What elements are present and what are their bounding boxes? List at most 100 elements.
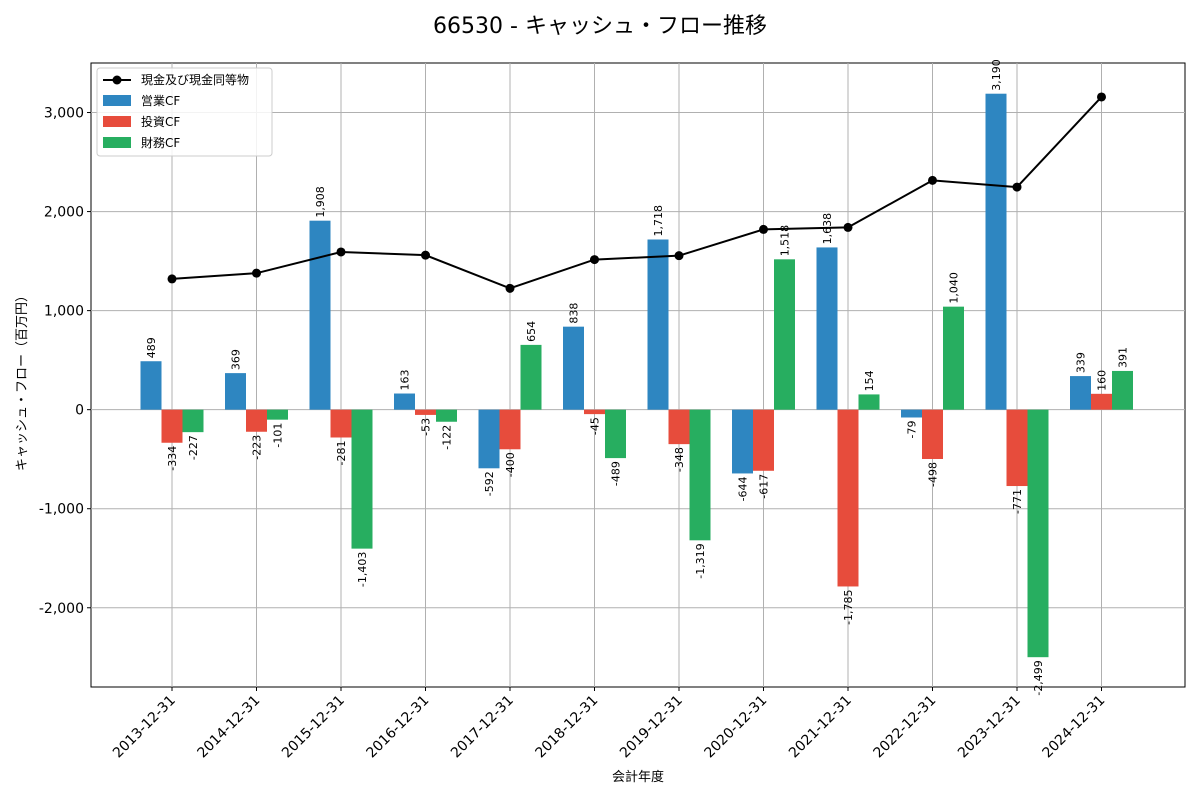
x-tick-label: 2014-12-31 xyxy=(194,693,263,762)
x-tick-label: 2023-12-31 xyxy=(955,693,1024,762)
bar-investing xyxy=(922,409,943,459)
bar-value-label: -489 xyxy=(610,461,623,486)
x-tick-label: 2015-12-31 xyxy=(279,693,348,762)
x-tick-label: 2017-12-31 xyxy=(448,693,517,762)
x-tick-label: 2020-12-31 xyxy=(701,693,770,762)
bar-value-label: -1,403 xyxy=(356,552,369,587)
x-tick-label: 2024-12-31 xyxy=(1039,693,1108,762)
bar-financing xyxy=(858,394,880,410)
cash-line-point xyxy=(336,247,346,257)
bar-value-label: 1,718 xyxy=(652,205,665,237)
bar-value-label: -45 xyxy=(589,417,602,435)
y-tick-label: 1,000 xyxy=(44,304,84,320)
bars xyxy=(140,93,1133,658)
bar-financing xyxy=(520,344,542,410)
bar-value-label: 1,040 xyxy=(948,272,961,304)
bar-value-label: -617 xyxy=(758,474,771,499)
bar-value-label: 838 xyxy=(568,303,581,324)
legend-label: 財務CF xyxy=(141,135,180,150)
bar-value-label: -592 xyxy=(483,471,496,496)
bar-financing xyxy=(267,409,288,420)
bar-value-label: 154 xyxy=(863,370,876,391)
bar-value-label: 1,518 xyxy=(779,225,792,257)
bar-investing xyxy=(499,409,521,450)
bar-investing xyxy=(161,409,183,443)
x-tick-label: 2018-12-31 xyxy=(532,693,601,762)
bar-value-label: -2,499 xyxy=(1032,660,1045,695)
cash-line-point xyxy=(843,222,853,232)
bar-operating xyxy=(1070,376,1091,410)
bar-operating xyxy=(985,93,1007,410)
legend-line-marker xyxy=(112,75,122,85)
bar-financing xyxy=(774,259,795,410)
bar-value-label: 369 xyxy=(230,349,243,370)
cash-line-point xyxy=(759,224,768,234)
bar-operating xyxy=(816,247,838,410)
bar-value-label: -1,319 xyxy=(694,543,707,578)
legend-label: 現金及び現金同等物 xyxy=(141,72,249,87)
legend-box xyxy=(96,67,273,157)
bar-labels: 4893691,908163-5928381,718-6441,638-793,… xyxy=(145,59,1130,695)
bar-financing xyxy=(605,409,626,459)
legend-label: 投資CF xyxy=(141,114,180,129)
bar-investing xyxy=(1006,409,1028,487)
bar-operating xyxy=(225,373,246,410)
bar-operating xyxy=(732,409,753,474)
bar-financing xyxy=(689,409,711,541)
legend-label: 営業CF xyxy=(141,94,180,108)
bar-value-label: -348 xyxy=(673,447,686,472)
bar-investing xyxy=(753,409,774,471)
legend-swatch xyxy=(103,95,131,106)
bar-value-label: -498 xyxy=(927,462,940,487)
y-tick-label: 3,000 xyxy=(44,106,84,122)
bar-investing xyxy=(246,409,267,432)
x-tick-label: 2016-12-31 xyxy=(363,693,432,762)
bar-financing xyxy=(436,409,457,422)
bar-value-label: 339 xyxy=(1075,352,1088,373)
chart-title: 66530 - キャッシュ・フロー推移 xyxy=(433,14,767,39)
bar-value-label: -53 xyxy=(420,418,433,436)
cash-line-point xyxy=(421,250,430,260)
x-axis-label: 会計年度 xyxy=(612,769,664,785)
bar-value-label: 160 xyxy=(1096,370,1109,391)
bar-value-label: 163 xyxy=(399,370,412,391)
bar-value-label: -1,785 xyxy=(842,589,855,624)
y-tick-label: -2,000 xyxy=(39,601,84,617)
plot-frame xyxy=(90,62,1186,688)
bar-operating xyxy=(478,409,500,469)
grid-lines xyxy=(91,63,1185,687)
x-tick-label: 2022-12-31 xyxy=(870,693,939,762)
bar-value-label: -79 xyxy=(906,420,919,438)
y-tick-label: -1,000 xyxy=(39,502,84,518)
bar-value-label: -227 xyxy=(187,435,200,460)
bar-operating xyxy=(309,220,331,410)
bar-value-label: -644 xyxy=(737,476,750,501)
bar-value-label: -101 xyxy=(272,423,285,448)
cash-line-point xyxy=(252,268,261,278)
bar-value-label: -400 xyxy=(504,452,517,477)
cash-line-point xyxy=(928,175,937,185)
bar-operating xyxy=(140,361,162,410)
cash-line-point xyxy=(167,274,177,284)
bar-investing xyxy=(415,409,436,415)
cash-line xyxy=(167,92,1106,293)
bar-investing xyxy=(837,409,859,587)
bar-investing xyxy=(584,409,605,415)
bar-financing xyxy=(1112,370,1133,410)
bar-value-label: 654 xyxy=(525,321,538,342)
y-axis-ticks: -2,000 -1,000 0 1,000 2,000 3,000 xyxy=(39,106,91,617)
cash-line-point xyxy=(505,283,515,293)
bar-operating xyxy=(563,326,584,410)
legend-swatch xyxy=(103,116,131,127)
y-axis-label: キャッシュ・フロー（百万円） xyxy=(15,289,30,471)
bar-financing xyxy=(182,409,204,433)
bar-operating xyxy=(901,409,922,418)
bar-value-label: -122 xyxy=(441,425,454,450)
bar-financing xyxy=(1027,409,1049,658)
x-axis-ticks: 2013-12-31 2014-12-31 2015-12-31 2016-12-31… xyxy=(110,687,1108,761)
cash-line-point xyxy=(1097,92,1106,102)
bar-financing xyxy=(943,306,964,410)
x-tick-label: 2013-12-31 xyxy=(110,693,179,762)
bar-investing xyxy=(330,409,352,438)
